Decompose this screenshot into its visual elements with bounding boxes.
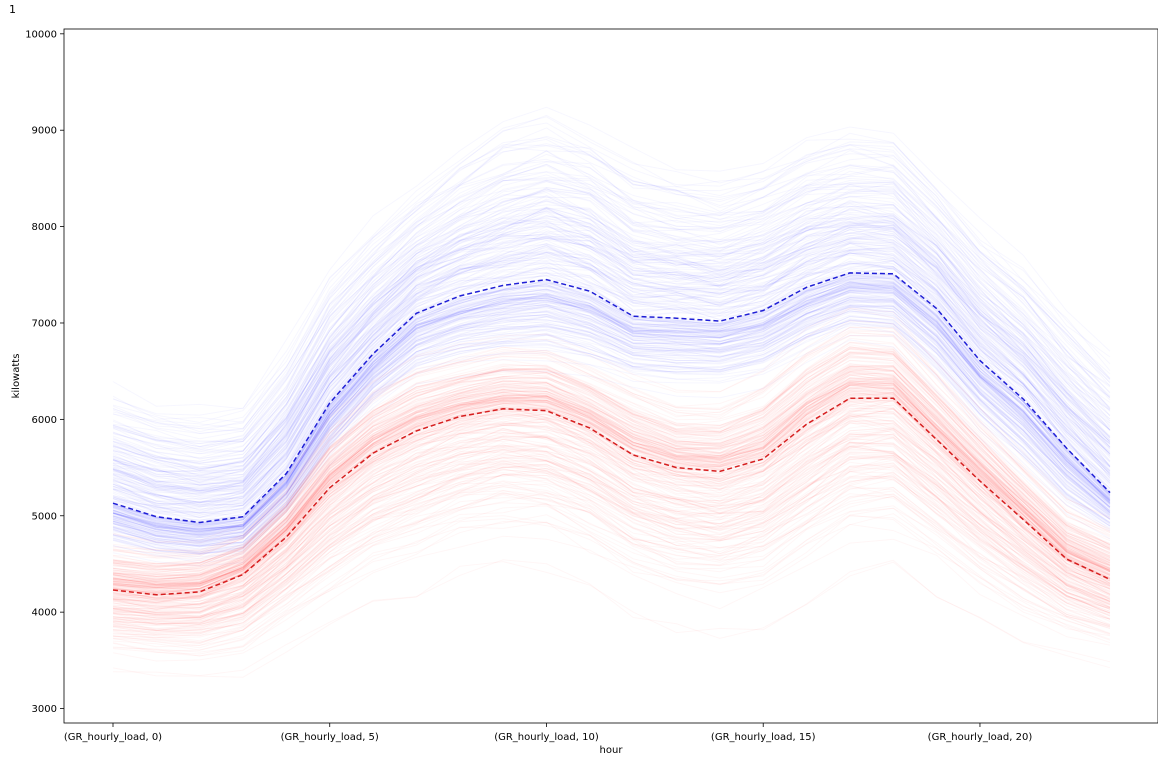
y-tick-label: 6000 [32,415,57,426]
y-tick-label: 5000 [32,511,57,522]
mean-lines [112,272,1111,596]
y-tick-label: 7000 [32,318,57,329]
y-tick-label: 4000 [32,608,57,619]
x-tick-label: (GR_hourly_load, 5) [281,732,379,743]
y-axis-label: kilowatts [11,354,22,399]
x-tick-label: (GR_hourly_load, 10) [494,732,599,743]
y-tick-label: 8000 [32,222,57,233]
y-tick-label: 9000 [32,126,57,137]
daily-trace [113,560,1110,675]
y-tick-label: 10000 [25,29,57,40]
daily-load-traces [113,107,1110,677]
plot-frame [63,28,1158,724]
x-axis-label: hour [600,745,624,756]
mean-line-1 [112,397,1111,596]
cell-output-label: 1 [9,3,16,16]
x-tick-label: (GR_hourly_load, 20) [928,732,1033,743]
y-tick-label: 3000 [32,704,57,715]
x-axis: (GR_hourly_load, 0) (GR_hourly_load, 5) (G… [64,723,1032,743]
x-tick-label: (GR_hourly_load, 15) [711,732,816,743]
mean-line-0 [112,272,1111,524]
x-tick-label: (GR_hourly_load, 0) [64,732,162,743]
y-axis: 3000 4000 5000 6000 7000 8000 9000 10000 [25,29,64,715]
